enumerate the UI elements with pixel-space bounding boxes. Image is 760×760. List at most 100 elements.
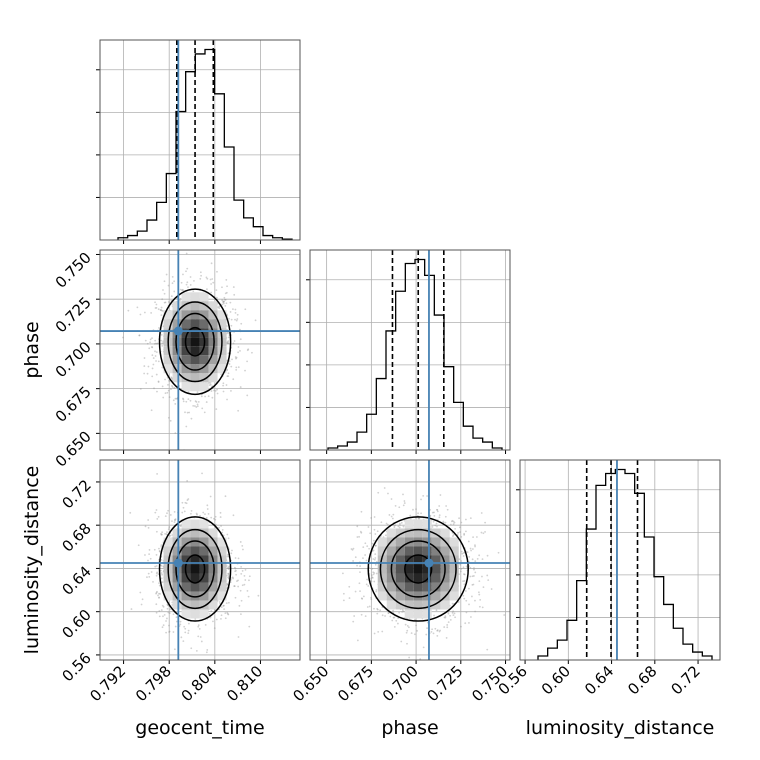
sample-point — [213, 627, 216, 630]
sample-point — [186, 411, 189, 414]
density-cell — [190, 555, 200, 565]
sample-point — [184, 411, 186, 414]
sample-point — [235, 357, 237, 360]
sample-point — [393, 616, 396, 619]
sample-point — [168, 631, 171, 633]
sample-point — [163, 280, 166, 283]
sample-point — [473, 567, 475, 569]
sample-point — [226, 553, 229, 556]
density-cell — [449, 564, 459, 574]
sample-point — [479, 598, 482, 601]
sample-point — [387, 492, 389, 495]
sample-point — [433, 511, 435, 514]
sample-point — [122, 336, 124, 339]
sample-point — [182, 273, 184, 276]
sample-point — [365, 559, 368, 562]
sample-point — [471, 583, 474, 586]
sample-point — [192, 290, 195, 293]
sample-point — [460, 625, 462, 628]
sample-point — [221, 303, 224, 306]
injection-marker — [424, 558, 434, 568]
sample-point — [384, 615, 386, 617]
sample-point — [170, 376, 173, 379]
sample-point — [161, 342, 164, 345]
sample-point — [403, 502, 406, 504]
sample-point — [444, 615, 447, 618]
contour-3 — [167, 301, 223, 383]
density-cell — [181, 537, 191, 547]
sample-point — [232, 577, 235, 580]
contour-2 — [390, 540, 446, 598]
contour-4 — [158, 516, 232, 622]
density-cell — [208, 591, 218, 601]
sample-point — [465, 530, 467, 533]
sample-point — [470, 616, 472, 618]
density-cell — [413, 519, 423, 529]
density-cell — [395, 600, 405, 610]
sample-point — [227, 372, 230, 375]
sample-point — [193, 405, 196, 407]
sample-point — [374, 533, 377, 535]
sample-point — [372, 571, 375, 574]
contour-1 — [404, 554, 433, 584]
tick-label-x: 0.725 — [424, 662, 467, 705]
sample-point — [140, 603, 143, 606]
density-cell — [422, 546, 432, 556]
sample-point — [242, 548, 244, 551]
sample-point — [166, 512, 168, 515]
sample-point — [151, 346, 154, 349]
sample-point — [168, 624, 170, 627]
sample-point — [447, 621, 450, 624]
density-cell — [440, 555, 450, 565]
sample-point — [410, 632, 413, 634]
sample-point — [169, 608, 172, 611]
density-cell — [181, 346, 191, 356]
sample-point — [383, 487, 386, 489]
sample-point — [452, 533, 455, 536]
sample-point — [362, 557, 364, 560]
sample-point — [481, 575, 483, 578]
tick-label-x: 0.675 — [334, 662, 377, 705]
tick-label-y: 0.650 — [52, 427, 95, 470]
sample-point — [458, 526, 461, 529]
sample-point — [216, 392, 219, 395]
sample-point — [234, 596, 237, 599]
sample-point — [486, 554, 489, 557]
sample-point — [463, 583, 466, 586]
sample-point — [160, 564, 163, 567]
sample-point — [224, 298, 226, 301]
sample-point — [155, 592, 157, 595]
sample-point — [251, 351, 253, 354]
sample-point — [153, 548, 156, 551]
sample-point — [160, 333, 163, 336]
sample-point — [348, 585, 351, 588]
sample-point — [469, 547, 472, 550]
sample-point — [161, 310, 164, 312]
sample-point — [368, 605, 371, 608]
sample-point — [254, 319, 257, 322]
sample-point — [152, 363, 155, 366]
sample-point — [417, 512, 419, 515]
sample-point — [474, 545, 476, 548]
sample-point — [210, 262, 213, 265]
sample-point — [234, 308, 237, 311]
sample-point — [146, 342, 149, 345]
sample-point — [201, 407, 204, 410]
sample-point — [161, 531, 164, 534]
sample-point — [155, 591, 158, 594]
sample-point — [431, 526, 434, 528]
sample-point — [197, 624, 200, 626]
sample-point — [237, 585, 240, 588]
tick-label-x: 0.798 — [132, 662, 175, 705]
sample-point — [234, 557, 237, 559]
density-cell — [440, 582, 450, 592]
sample-point — [375, 590, 378, 593]
density-cell — [413, 573, 423, 583]
sample-point — [240, 599, 243, 602]
sample-point — [209, 382, 212, 384]
sample-point — [391, 619, 394, 622]
sample-point — [166, 531, 168, 534]
sample-point — [446, 626, 449, 629]
density-cell — [181, 555, 191, 565]
sample-point — [463, 580, 466, 582]
